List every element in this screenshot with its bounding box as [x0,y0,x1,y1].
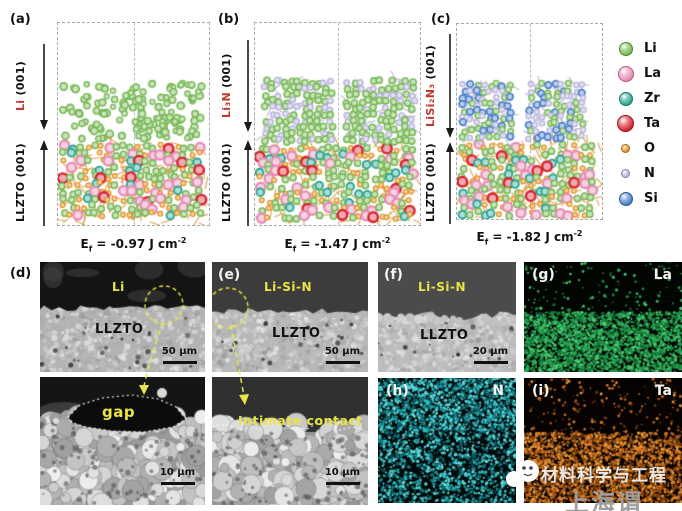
sem-li-llzto-interface: Li LLZTO 50 μm [40,262,205,372]
panel-b-substrate-label: LLZTO (001) [220,143,233,223]
arrow-up-icon [244,140,252,226]
legend-item-Ta: Ta [616,111,661,136]
sem-image [40,377,205,505]
panel-a-film-axis-label: Li (001) [14,44,27,128]
atom-legend: Li La Zr Ta O N Si [616,36,661,211]
si-atom-icon [616,191,635,206]
legend-item-Li: Li [616,36,661,61]
arrow-up-icon [40,140,48,226]
watermark-text: 材料科学与工程 [541,466,667,486]
legend-label: Ta [644,116,660,131]
film-name: Li₃N [220,92,233,119]
sem-lisin-llzto-interface: (e) Li-Si-N LLZTO 50 μm [212,262,368,372]
panel-c-structure-box [456,23,603,220]
sem-gap-detail: gap 10 μm [40,377,205,505]
panel-b-formation-energy: Ef = -1.47 J cm-2 [284,236,391,254]
scale-bar [163,361,197,364]
scale-bar [326,361,360,364]
lisin-region-label: Li-Si-N [264,280,313,294]
llzto-region-label: LLZTO [95,322,144,337]
panel-a-formation-energy: Ef = -0.97 J cm-2 [80,236,187,254]
panel-c-substrate-label: LLZTO (001) [424,143,437,223]
panel-c-label: (c) [431,12,451,27]
li3n-on-llzto-structure [255,23,420,225]
watermark-text-bottom: 上海谓 [565,489,643,511]
n-atom-icon [616,169,635,178]
legend-item-Si: Si [616,186,661,211]
o-atom-icon [616,144,635,153]
sem-lisin-llzto-zoom: (f) Li-Si-N LLZTO 20 μm [378,262,516,372]
arrow-down-icon [40,44,48,130]
gap-annotation: gap [102,403,136,421]
eds-map-n: (h) N [378,378,516,503]
la-atom-icon [616,65,635,82]
element-ta-label: Ta [654,383,672,399]
panel-a-substrate-label: LLZTO (001) [14,143,27,223]
scale-bar-label: 50 μm [161,346,197,357]
scale-bar [161,482,195,485]
eds-map-la: (g) La [524,262,682,372]
panel-b-structure-box [254,22,421,226]
legend-item-O: O [616,136,661,161]
arrow-down-icon [244,40,252,132]
legend-item-N: N [616,161,661,186]
zr-atom-icon [616,91,635,106]
scale-bar-label: 50 μm [324,346,360,357]
panel-c-formation-energy: Ef = -1.82 J cm-2 [476,229,583,247]
scale-bar-label: 10 μm [159,467,195,478]
film-orientation: (001) [14,60,27,100]
panel-i-label: (i) [532,383,550,399]
panel-a-structure-box [57,22,210,226]
lisi2n3-on-llzto-structure [457,24,602,219]
eds-image [378,378,516,503]
element-n-label: N [492,383,504,399]
legend-label: Si [644,191,658,206]
li-atom-icon [616,41,635,56]
eds-image [524,378,682,503]
film-name: Li [14,99,27,112]
legend-label: N [644,166,655,181]
scale-bar-label: 10 μm [324,467,360,478]
panel-b-film-axis-label: Li₃N (001) [220,38,233,134]
panel-b-label: (b) [218,12,240,27]
panel-f-label: (f) [384,267,403,283]
sem-image [212,377,368,505]
panel-g-label: (g) [532,267,555,283]
element-la-label: La [653,267,672,283]
arrow-down-icon [446,34,454,138]
ta-atom-icon [616,115,635,132]
scale-bar [326,482,360,485]
panel-a-label: (a) [10,12,31,27]
eds-map-ta: (i) Ta [524,378,682,503]
llzto-region-label: LLZTO [272,326,321,341]
panel-d-label: (d) [10,266,32,281]
film-orientation: (001) [424,44,437,84]
sem-image [378,262,516,372]
li-on-llzto-structure [58,23,209,225]
panel-h-label: (h) [386,383,409,399]
arrow-up-icon [446,142,454,224]
legend-label: Zr [644,91,660,106]
legend-item-La: La [616,61,661,86]
scale-bar-label: 20 μm [472,346,508,357]
panel-c-film-axis-label: LiSi₂N₃ (001) [424,30,437,142]
film-orientation: (001) [220,53,233,93]
film-name: LiSi₂N₃ [424,83,437,128]
sem-intimate-contact-detail: Intimate contact 10 μm [212,377,368,505]
watermark-logo [506,460,539,487]
li-region-label: Li [112,280,125,294]
legend-label: O [644,141,656,156]
llzto-region-label: LLZTO [420,328,469,343]
legend-label: Li [644,41,657,56]
panel-e-label: (e) [218,267,241,283]
legend-item-Zr: Zr [616,86,661,111]
intimate-contact-annotation: Intimate contact [238,413,363,428]
eds-image [524,262,682,372]
sem-image [40,262,205,372]
lisin-region-label: Li-Si-N [418,280,467,294]
legend-label: La [644,66,662,81]
scale-bar [474,361,508,364]
